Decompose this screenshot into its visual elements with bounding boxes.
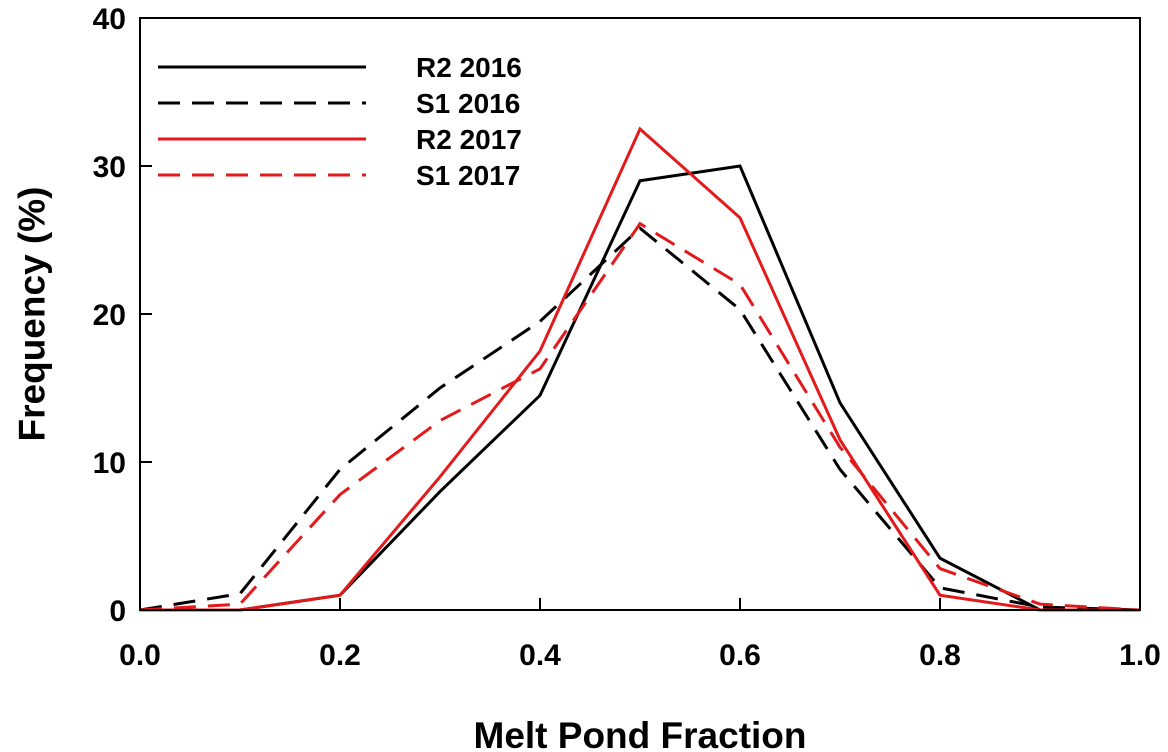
x-tick-label: 0.0 <box>119 639 161 672</box>
x-tick-label: 0.8 <box>919 639 961 672</box>
y-tick-label: 0 <box>109 595 126 628</box>
series-line-s1-2017 <box>139 221 1141 612</box>
y-tick-label: 40 <box>93 3 126 36</box>
x-tick-label: 1.0 <box>1119 639 1161 672</box>
y-tick-label: 10 <box>93 447 126 480</box>
x-tick-label: 0.4 <box>519 639 561 672</box>
series-line-r2-2017 <box>140 126 1140 612</box>
y-axis-title: Frequency (%) <box>12 187 53 442</box>
legend-label: S1 2017 <box>416 160 520 191</box>
x-axis-title: Melt Pond Fraction <box>474 715 807 752</box>
plot-lines <box>139 126 1141 612</box>
series-line-s1-2016 <box>139 226 1141 612</box>
series-line-r2-2016 <box>140 164 1140 612</box>
legend-label: R2 2016 <box>416 52 522 83</box>
y-tick-label: 20 <box>93 299 126 332</box>
x-tick-label: 0.2 <box>319 639 361 672</box>
plot-frame <box>139 17 1141 611</box>
x-tick-label: 0.6 <box>719 639 761 672</box>
axes: 0.0 0.2 0.4 0.6 0.8 1.0 0 10 20 30 40 <box>93 3 1161 672</box>
y-tick-label: 30 <box>93 151 126 184</box>
legend-label: R2 2017 <box>416 124 522 155</box>
legend-label: S1 2016 <box>416 88 520 119</box>
legend: R2 2016 S1 2016 R2 2017 S1 2017 <box>158 52 522 191</box>
